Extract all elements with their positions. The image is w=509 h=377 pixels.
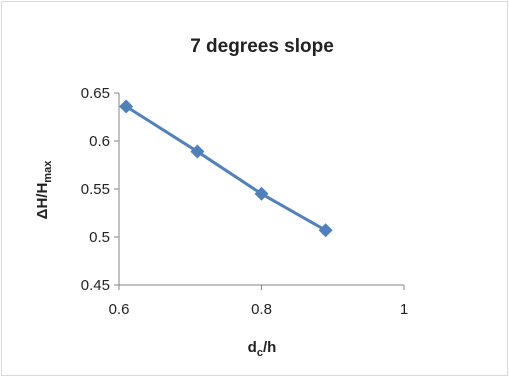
x-axis-label-tail: /h	[263, 339, 276, 356]
x-axis-label-text: dc/h	[248, 339, 277, 359]
x-axis-label: dc/h	[248, 339, 277, 359]
x-axis-label-main: d	[248, 339, 257, 356]
y-tick-label: 0.6	[89, 133, 110, 150]
x-tick-label: 1	[400, 301, 408, 318]
y-axis-label: ΔH/Hmax	[34, 160, 54, 220]
y-tick-label: 0.65	[81, 85, 110, 102]
data-point-diamond	[119, 99, 134, 114]
y-tick-label: 0.45	[81, 277, 110, 294]
data-point-diamond	[254, 186, 269, 201]
series-line	[125, 105, 327, 232]
x-tick-label: 0.6	[109, 301, 130, 318]
plot-area: 0.45 0.5 0.55 0.6 0.65 0.6 0.8 1	[81, 85, 408, 318]
y-axis-label-text: ΔH/Hmax	[34, 160, 54, 220]
x-tick-label: 0.8	[251, 301, 272, 318]
x-axis-label-sub: c	[257, 347, 263, 359]
y-axis-label-sub: max	[42, 160, 54, 183]
data-point-diamond	[318, 223, 333, 238]
data-point-diamond	[190, 144, 205, 159]
y-axis-label-main: ΔH/H	[34, 183, 51, 220]
y-tick-label: 0.55	[81, 181, 110, 198]
chart-title: 7 degrees slope	[190, 36, 334, 57]
y-tick-label: 0.5	[89, 229, 110, 246]
